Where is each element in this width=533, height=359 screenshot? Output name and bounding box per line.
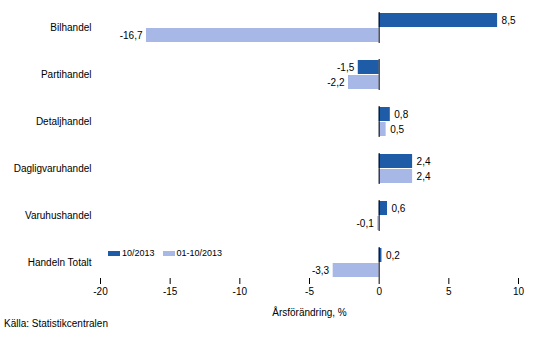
svg-text:Årsförändring, %: Årsförändring, % [272,306,347,318]
svg-text:0: 0 [376,286,382,297]
svg-text:-10: -10 [233,286,248,297]
svg-text:-0,1: -0,1 [357,218,375,229]
svg-text:-3,3: -3,3 [312,265,330,276]
html-text:01-10/2013: 01-10/2013 [176,247,223,258]
svg-text:-5: -5 [305,286,314,297]
html-text:10/2013: 10/2013 [122,247,155,258]
svg-text:-16,7: -16,7 [120,30,143,41]
svg-text:8,5: 8,5 [502,15,516,26]
svg-text:2,4: 2,4 [417,171,431,182]
svg-text:Varuhushandel: Varuhushandel [25,210,92,221]
svg-text:0,6: 0,6 [392,203,406,214]
svg-text:2,4: 2,4 [417,156,431,167]
svg-text:0,8: 0,8 [394,109,408,120]
svg-text:Partihandel: Partihandel [41,69,92,80]
svg-text:0,2: 0,2 [386,250,400,261]
svg-text:-2,2: -2,2 [327,77,345,88]
html-text:Källa: Statistikcentralen: Källa: Statistikcentralen [4,318,108,329]
svg-text:Detaljhandel: Detaljhandel [36,116,92,127]
svg-text:Dagligvaruhandel: Dagligvaruhandel [14,163,92,174]
svg-text:-15: -15 [163,286,178,297]
svg-text:Bilhandel: Bilhandel [50,22,91,33]
svg-text:0,5: 0,5 [390,124,404,135]
svg-text:-20: -20 [93,286,108,297]
svg-text:Handeln Totalt: Handeln Totalt [28,257,92,268]
svg-text:5: 5 [446,286,452,297]
svg-text:-1,5: -1,5 [337,62,355,73]
svg-text:10: 10 [513,286,525,297]
